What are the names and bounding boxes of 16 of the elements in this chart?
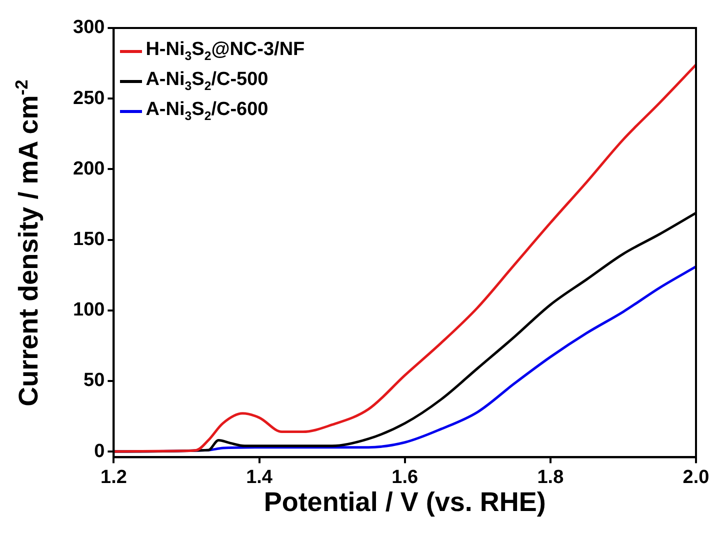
x-tick-label: 2.0 xyxy=(682,466,710,488)
x-tick-label: 1.8 xyxy=(537,466,564,488)
y-tick-label: 250 xyxy=(73,88,105,109)
x-tick-label: 1.6 xyxy=(392,466,418,488)
y-tick-label: 200 xyxy=(73,158,105,180)
y-tick-label: 100 xyxy=(73,300,105,321)
x-tick-label: 1.4 xyxy=(246,466,273,488)
y-tick-label: 300 xyxy=(73,17,105,38)
y-tick-label: 150 xyxy=(73,229,105,250)
x-axis-title: Potential / V (vs. RHE) xyxy=(264,487,546,518)
legend-label: H-Ni$_{3}$S$_{2}$@NC-3/NF xyxy=(146,39,305,63)
legend-label: A-Ni$_{3}$S$_{2}$/C-600 xyxy=(146,99,268,123)
y-tick-label: 50 xyxy=(84,370,105,392)
x-tick-label: 1.2 xyxy=(100,466,127,488)
legend-label: A-Ni$_{3}$S$_{2}$/C-500 xyxy=(146,69,268,93)
y-tick-label: 0 xyxy=(94,440,105,462)
